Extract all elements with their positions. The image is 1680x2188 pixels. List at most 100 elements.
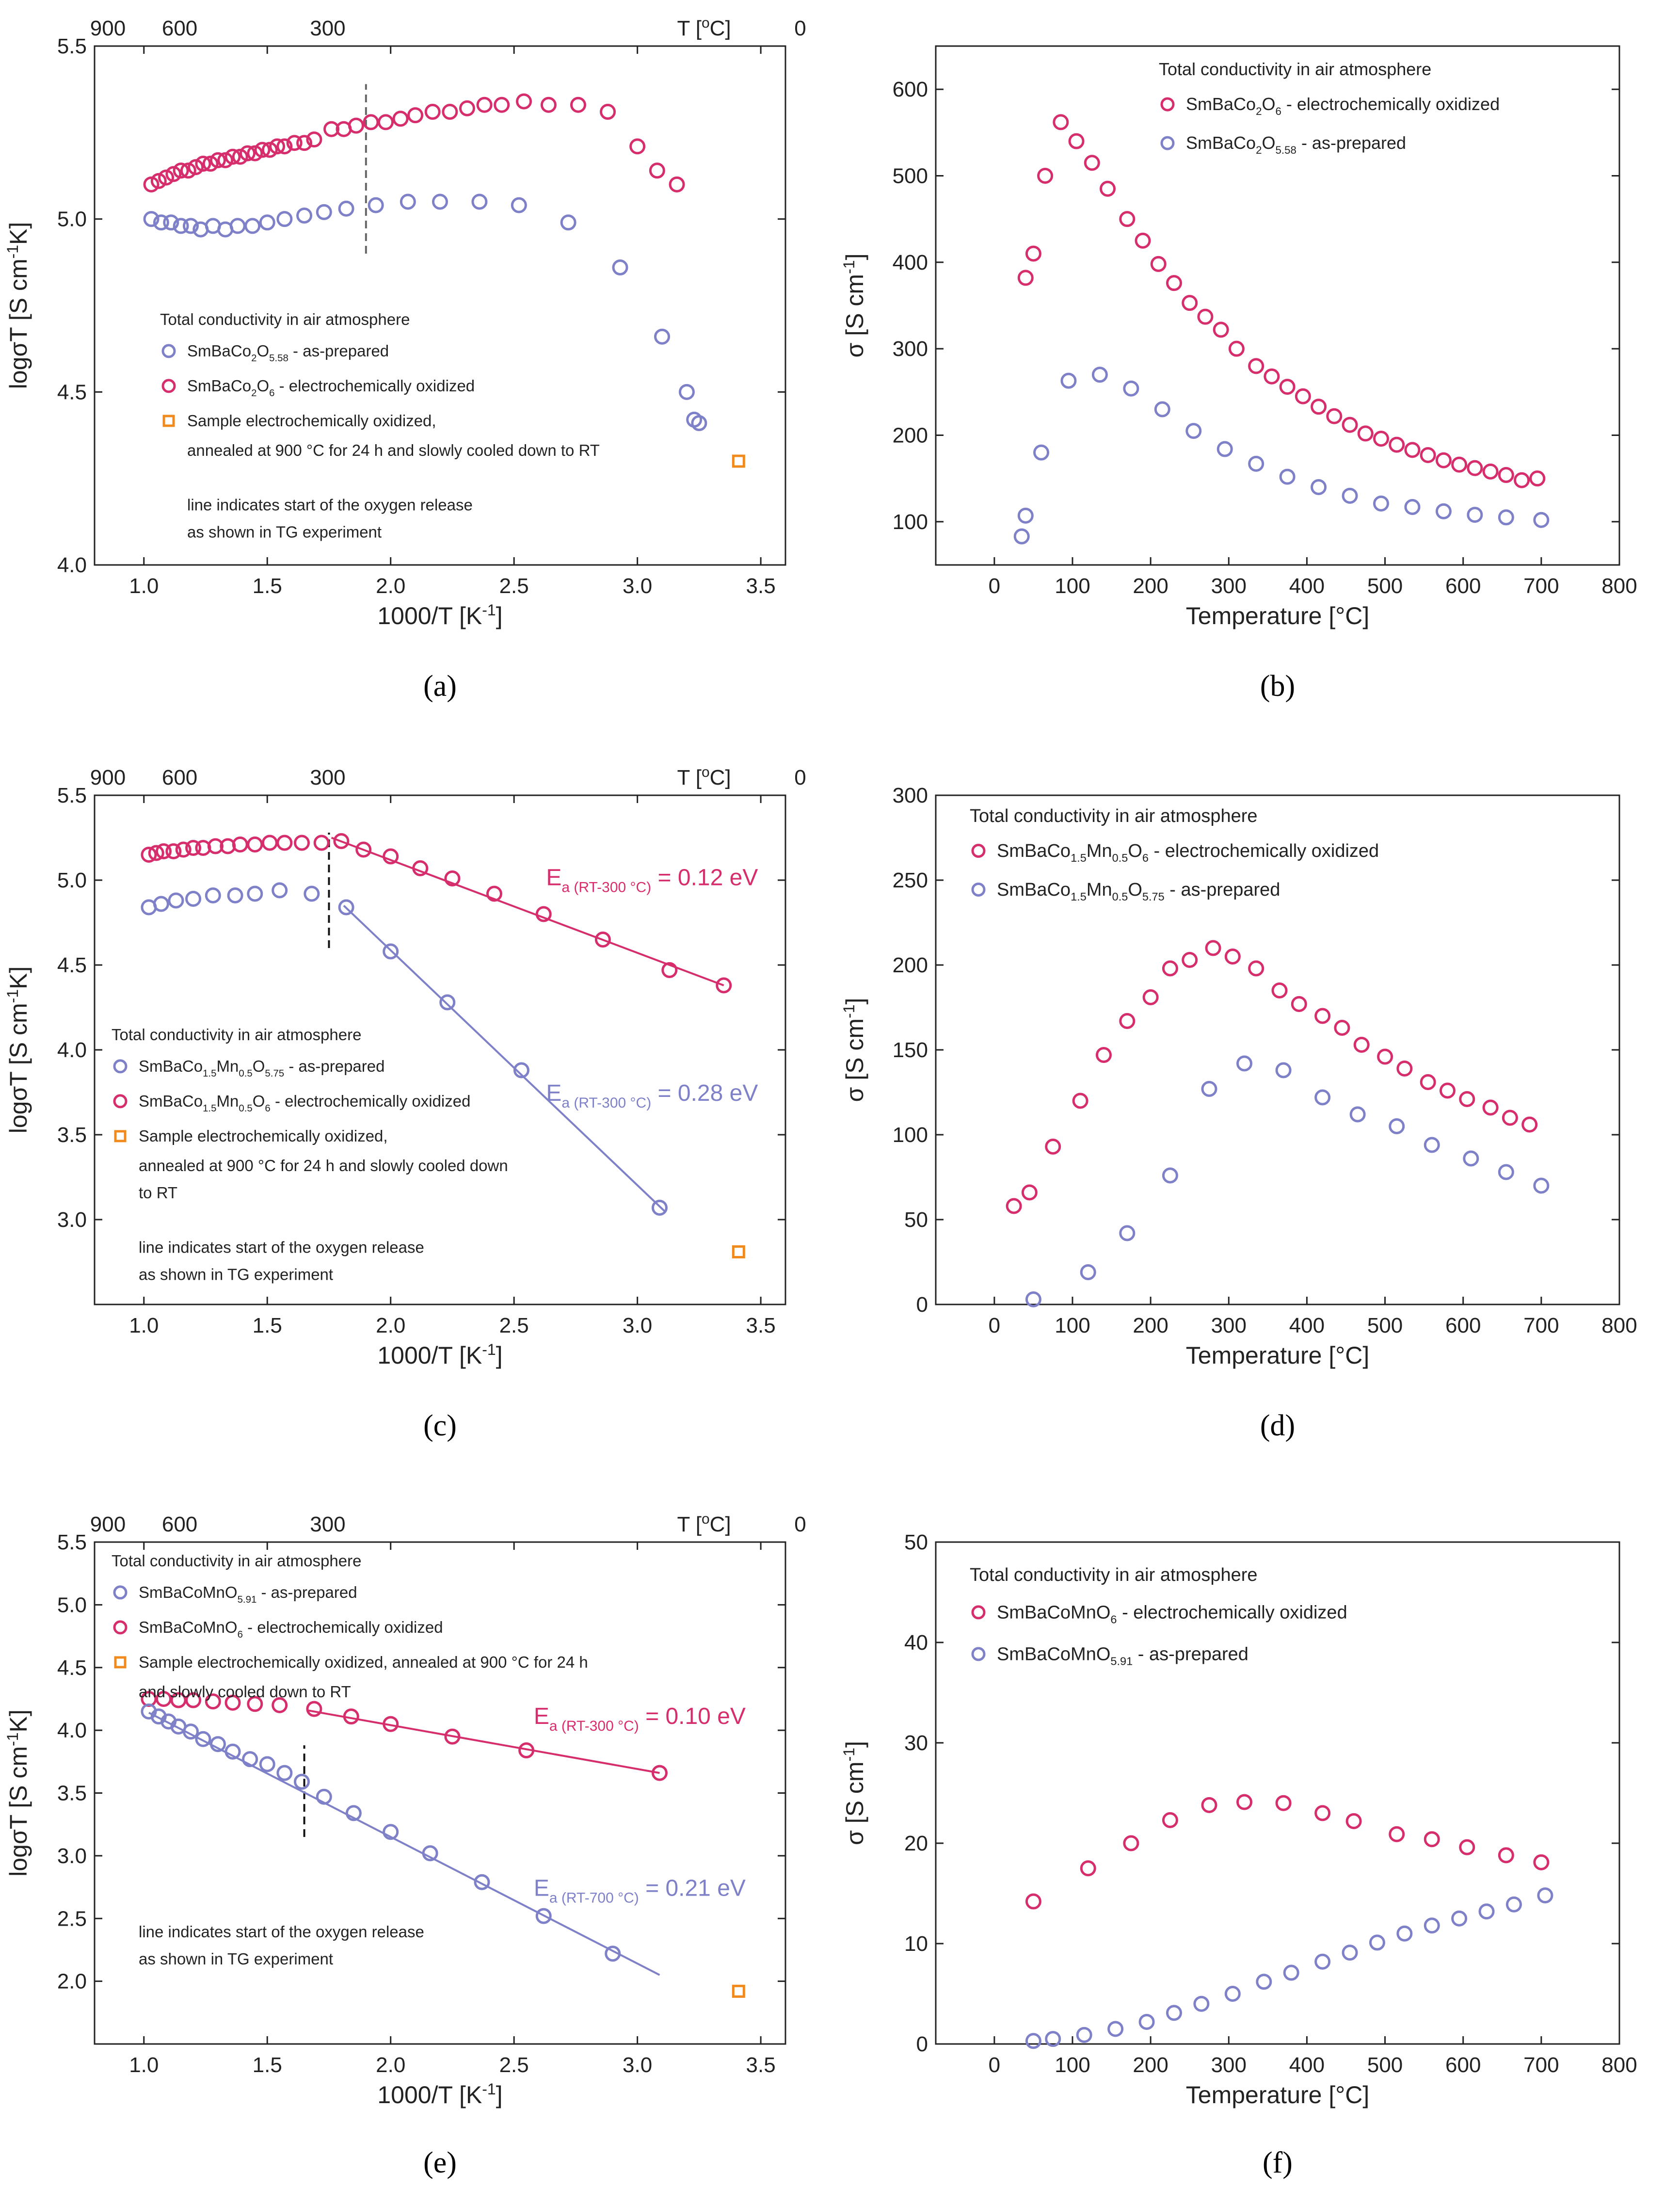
legend-marker	[161, 344, 176, 358]
data-point	[392, 111, 409, 127]
data-point	[442, 104, 458, 120]
x-tick-label: 300	[1211, 1314, 1247, 1337]
data-point	[1100, 180, 1116, 197]
data-point	[1091, 367, 1108, 383]
data-point	[1162, 1167, 1178, 1184]
legend-note: as shown in TG experiment	[187, 523, 382, 541]
top-axis-tick-label: 0	[794, 16, 806, 40]
x-tick-label: 2.5	[499, 574, 529, 598]
data-point	[195, 156, 211, 172]
data-point	[1256, 1974, 1272, 1990]
legend-note: as shown in TG experiment	[139, 1950, 333, 1968]
data-point	[424, 104, 441, 120]
y-tick-label: 0	[916, 2032, 928, 2056]
legend-note: annealed at 900 °C for 24 h and slowly c…	[187, 441, 600, 459]
data-point	[141, 847, 157, 863]
data-point	[1228, 340, 1245, 357]
y-axis-label: σ [S cm-1]	[840, 254, 868, 358]
legend-note: annealed at 900 °C for 24 h and slowly c…	[139, 1157, 508, 1174]
data-point	[158, 169, 175, 186]
data-point	[1283, 1964, 1299, 1981]
legend-entry: Sample electrochemically oxidized,	[139, 1127, 388, 1145]
data-point	[261, 835, 278, 851]
data-point	[209, 1736, 226, 1753]
data-point	[1311, 399, 1327, 415]
data-point	[1279, 379, 1296, 395]
top-axis-tick-label: 300	[310, 16, 345, 40]
data-point	[1498, 1164, 1514, 1180]
data-point	[188, 159, 204, 176]
chart-a: 1.0 1.5 2.0 2.5 3.0 3.5 4.0 4.5 5.0 5.5 1000/T [K-…	[4, 15, 806, 703]
x-axis-label: 1000/T [K-1]	[377, 2080, 502, 2108]
data-point	[1369, 1934, 1385, 1951]
legend-note: and slowly cooled down to RT	[139, 1683, 351, 1701]
panel-label: (e)	[423, 2146, 457, 2179]
data-point	[1095, 1047, 1112, 1063]
data-point	[276, 138, 293, 155]
data-point	[1154, 401, 1170, 418]
x-axis-label: Temperature [°C]	[1186, 1342, 1369, 1369]
data-point	[1314, 1008, 1331, 1024]
data-point	[306, 131, 322, 148]
fit-line	[306, 1709, 660, 1774]
x-tick-label: 300	[1211, 2053, 1247, 2077]
x-tick-label: 400	[1289, 1314, 1325, 1337]
data-point	[247, 885, 263, 902]
data-point	[422, 1845, 438, 1862]
x-axis-label: 1000/T [K-1]	[377, 1341, 502, 1369]
data-point	[1459, 1091, 1475, 1107]
data-point	[486, 885, 502, 902]
data-point	[1349, 1106, 1366, 1123]
x-tick-label: 700	[1523, 574, 1559, 598]
x-tick-label: 800	[1601, 1314, 1637, 1337]
legend-marker	[971, 843, 986, 858]
data-point	[205, 887, 221, 903]
x-tick-label: 3.5	[746, 574, 776, 598]
data-point	[207, 838, 224, 854]
data-point	[560, 214, 576, 231]
y-tick-label: 0	[916, 1293, 928, 1317]
x-tick-label: 0	[989, 1314, 1000, 1337]
data-point	[345, 1805, 362, 1821]
x-tick-label: 700	[1523, 2053, 1559, 2077]
y-tick-label: 200	[893, 424, 928, 448]
data-point	[474, 1874, 490, 1890]
data-point	[1424, 1917, 1440, 1934]
legend-title: Total conductivity in air atmosphere	[112, 1552, 361, 1570]
data-point	[296, 208, 313, 224]
data-point	[1053, 114, 1069, 130]
data-point	[1345, 1813, 1362, 1829]
data-point	[1275, 1062, 1292, 1078]
y-tick-label: 4.0	[57, 1038, 87, 1062]
top-axis-tick-label: 600	[162, 16, 197, 40]
x-tick-label: 200	[1133, 574, 1168, 598]
x-tick-label: 3.5	[746, 1314, 776, 1337]
y-tick-label: 4.0	[57, 553, 87, 577]
x-tick-label: 100	[1055, 574, 1090, 598]
data-point	[261, 142, 278, 158]
data-point	[286, 135, 303, 151]
x-tick-label: 1.0	[129, 2053, 159, 2077]
data-point	[247, 837, 263, 853]
data-point	[1396, 1925, 1413, 1942]
data-point	[1389, 1826, 1405, 1842]
legend-entry: SmBaCoMnO5.91 - as-prepared	[139, 1583, 357, 1605]
x-tick-label: 100	[1055, 1314, 1090, 1337]
data-point	[247, 1696, 263, 1712]
data-point	[269, 138, 286, 155]
legend-marker	[113, 1094, 128, 1109]
data-point	[1135, 232, 1151, 249]
x-tick-label: 3.0	[623, 2053, 652, 2077]
y-tick-label: 4.5	[57, 953, 87, 977]
data-point	[240, 145, 256, 161]
data-point	[1295, 388, 1311, 404]
data-point	[1017, 270, 1034, 286]
data-point	[570, 97, 586, 113]
x-tick-label: 500	[1367, 1314, 1403, 1337]
data-point	[678, 384, 695, 400]
data-point	[165, 166, 182, 182]
data-point	[368, 197, 384, 213]
data-point	[1533, 1854, 1550, 1870]
data-point	[1435, 452, 1452, 468]
x-tick-label: 1.5	[253, 574, 282, 598]
